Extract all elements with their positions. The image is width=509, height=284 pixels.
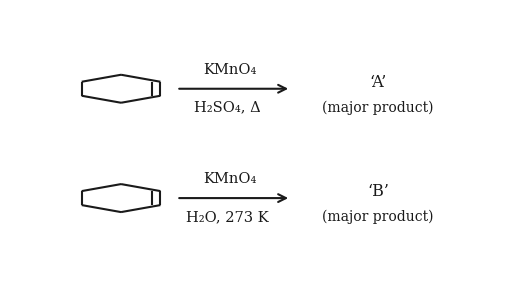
Text: H₂SO₄, Δ: H₂SO₄, Δ — [194, 101, 261, 115]
Text: KMnO₄: KMnO₄ — [203, 63, 256, 77]
Text: (major product): (major product) — [322, 210, 433, 224]
Text: (major product): (major product) — [322, 100, 433, 114]
Text: ‘A’: ‘A’ — [369, 74, 386, 91]
Text: H₂O, 273 K: H₂O, 273 K — [186, 210, 269, 224]
Text: ‘B’: ‘B’ — [366, 183, 388, 200]
Text: KMnO₄: KMnO₄ — [203, 172, 256, 186]
